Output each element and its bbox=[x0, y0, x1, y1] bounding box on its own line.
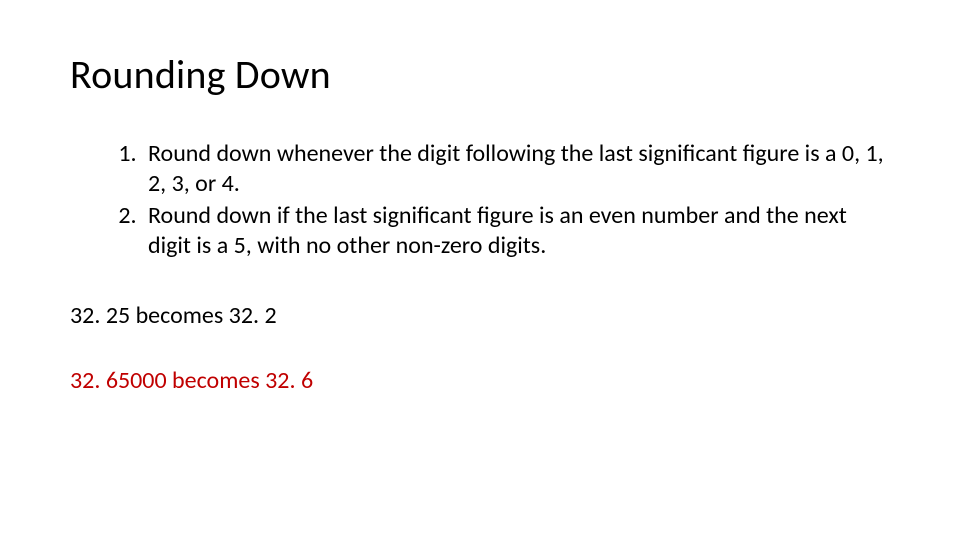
slide: Rounding Down Round down whenever the di… bbox=[0, 0, 960, 540]
slide-title: Rounding Down bbox=[70, 50, 890, 99]
list-item: Round down whenever the digit following … bbox=[142, 139, 890, 199]
rules-list: Round down whenever the digit following … bbox=[70, 139, 890, 261]
example-text: 32. 25 becomes 32. 2 bbox=[70, 301, 890, 330]
example-text: 32. 65000 becomes 32. 6 bbox=[70, 366, 890, 395]
list-item: Round down if the last significant figur… bbox=[142, 201, 890, 261]
